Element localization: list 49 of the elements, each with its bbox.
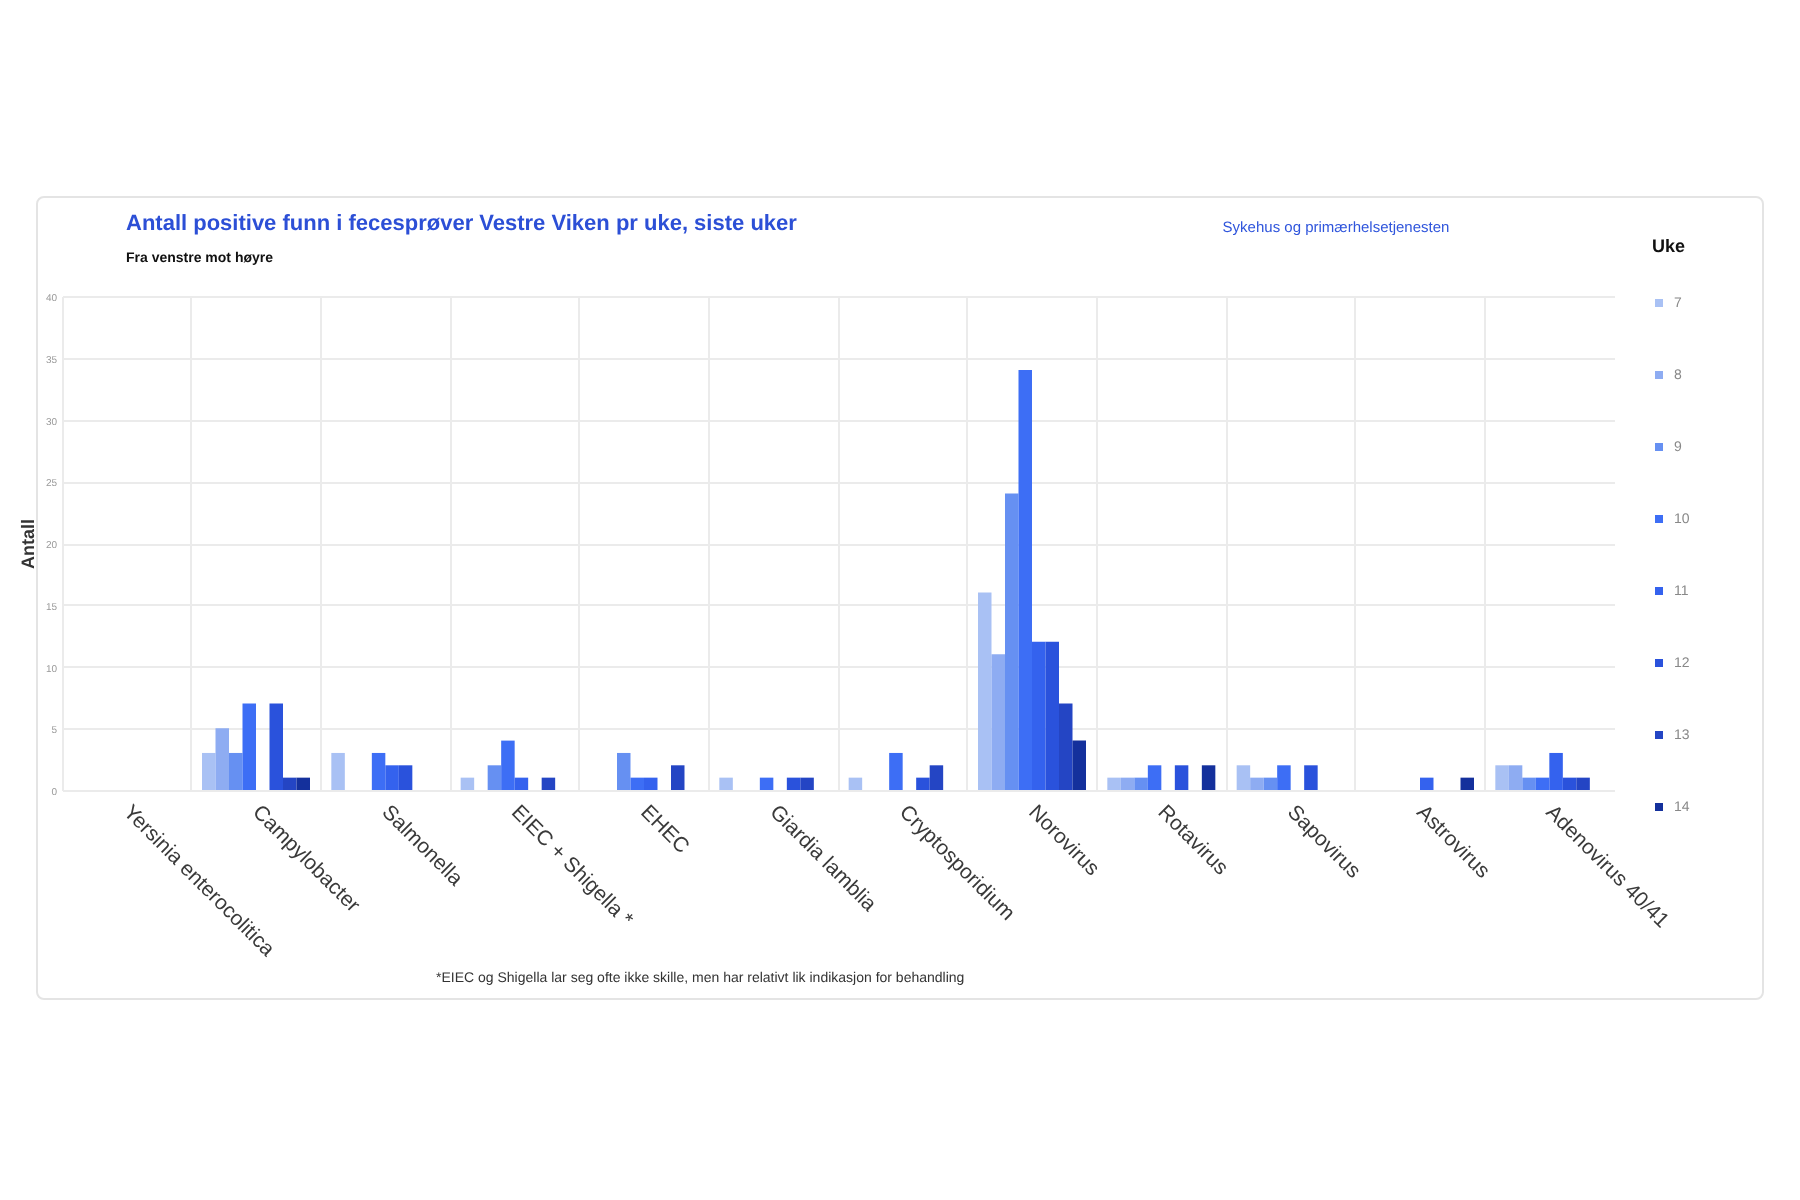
bar	[269, 703, 283, 790]
bar	[541, 777, 556, 790]
bar	[1059, 703, 1073, 790]
bar	[978, 592, 992, 790]
bar	[460, 777, 475, 790]
bar	[1460, 777, 1474, 790]
bar	[1277, 765, 1291, 790]
bar	[1420, 777, 1434, 790]
bar	[1250, 777, 1264, 790]
bar	[283, 777, 297, 790]
bar	[331, 752, 345, 790]
bar	[889, 752, 903, 790]
bar	[671, 765, 685, 790]
bar	[1045, 641, 1059, 790]
bar	[916, 777, 930, 790]
bar	[215, 728, 229, 790]
bar	[1576, 777, 1590, 790]
bar	[242, 703, 256, 790]
bar	[1005, 493, 1019, 790]
bar	[617, 752, 631, 790]
bar	[1495, 765, 1509, 790]
bar	[800, 777, 814, 790]
bar	[229, 752, 243, 790]
bar	[398, 765, 413, 790]
bar	[1174, 765, 1189, 790]
bar	[759, 777, 774, 790]
bar	[1120, 777, 1135, 790]
bar	[1072, 740, 1086, 790]
bar	[786, 777, 801, 790]
bar	[1562, 777, 1577, 790]
legend-title: Uke	[1652, 236, 1686, 256]
bar	[1508, 765, 1523, 790]
bar	[1201, 765, 1216, 790]
bar	[1304, 765, 1318, 790]
bar	[1107, 777, 1121, 790]
bar	[1134, 777, 1148, 790]
bar	[202, 752, 216, 790]
y-axis-title: Antall	[17, 518, 38, 570]
bar	[1263, 777, 1278, 790]
bar	[1147, 765, 1162, 790]
bar	[929, 765, 944, 790]
bar	[487, 765, 502, 790]
bar	[1236, 765, 1251, 790]
bar	[991, 654, 1005, 790]
bar	[848, 777, 863, 790]
bar	[1522, 777, 1536, 790]
bar	[296, 777, 310, 790]
bar	[719, 777, 733, 790]
chart-title: Antall positive funn i fecesprøver Vestre Viken pr uke, siste uker	[126, 212, 799, 236]
